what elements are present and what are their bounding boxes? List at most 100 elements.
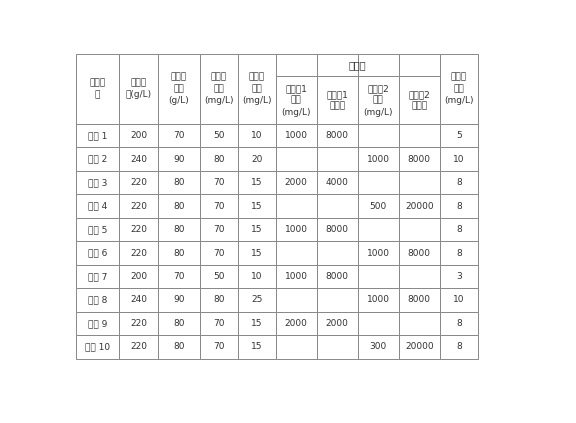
Bar — [200, 54, 238, 124]
Text: 抑制剂1
含量
(mg/L): 抑制剂1 含量 (mg/L) — [281, 84, 311, 116]
Bar — [440, 171, 478, 195]
Text: 溶液 8: 溶液 8 — [88, 295, 107, 305]
Bar — [119, 171, 158, 195]
Text: 80: 80 — [173, 225, 185, 234]
Bar — [119, 335, 158, 359]
Text: 4000: 4000 — [325, 178, 348, 187]
Text: 2000: 2000 — [325, 319, 348, 328]
Bar — [399, 218, 440, 241]
Text: 70: 70 — [213, 342, 225, 352]
Bar — [440, 241, 478, 265]
Text: 80: 80 — [213, 155, 225, 164]
Text: 溶液 5: 溶液 5 — [88, 225, 107, 234]
Bar — [275, 195, 317, 218]
Bar — [399, 288, 440, 312]
Text: 10: 10 — [453, 295, 465, 305]
Bar — [119, 195, 158, 218]
Text: 80: 80 — [173, 319, 185, 328]
Bar — [77, 288, 119, 312]
Text: 抑制剂2
含量
(mg/L): 抑制剂2 含量 (mg/L) — [363, 84, 393, 116]
Bar — [238, 148, 275, 171]
Text: 70: 70 — [213, 225, 225, 234]
Bar — [77, 312, 119, 335]
Bar — [238, 335, 275, 359]
Text: 220: 220 — [130, 178, 147, 187]
Text: 300: 300 — [370, 342, 387, 352]
Bar — [440, 335, 478, 359]
Text: 15: 15 — [251, 202, 262, 211]
Bar — [77, 54, 119, 124]
Text: 溶液 2: 溶液 2 — [88, 155, 107, 164]
Bar — [200, 171, 238, 195]
Text: 80: 80 — [213, 295, 225, 305]
Bar — [358, 171, 399, 195]
Bar — [200, 218, 238, 241]
Bar — [358, 195, 399, 218]
Bar — [440, 288, 478, 312]
Bar — [77, 195, 119, 218]
Bar — [440, 148, 478, 171]
Bar — [77, 218, 119, 241]
Bar — [440, 124, 478, 148]
Bar — [399, 195, 440, 218]
Text: 8000: 8000 — [408, 295, 431, 305]
Bar — [200, 335, 238, 359]
Text: 抑制剂: 抑制剂 — [349, 60, 366, 70]
Bar — [358, 241, 399, 265]
Bar — [358, 124, 399, 148]
Text: 2000: 2000 — [285, 319, 308, 328]
Text: 90: 90 — [173, 155, 185, 164]
Bar — [440, 195, 478, 218]
Bar — [358, 218, 399, 241]
Bar — [275, 288, 317, 312]
Text: 8: 8 — [456, 178, 462, 187]
Text: 8: 8 — [456, 225, 462, 234]
Bar — [440, 265, 478, 288]
Text: 80: 80 — [173, 178, 185, 187]
Text: 70: 70 — [213, 249, 225, 258]
Bar — [200, 312, 238, 335]
Bar — [77, 124, 119, 148]
Bar — [158, 148, 200, 171]
Text: 15: 15 — [251, 178, 262, 187]
Text: 80: 80 — [173, 249, 185, 258]
Text: 15: 15 — [251, 249, 262, 258]
Text: 10: 10 — [453, 155, 465, 164]
Bar — [440, 54, 478, 124]
Text: 2000: 2000 — [285, 178, 308, 187]
Bar — [119, 288, 158, 312]
Text: 1000: 1000 — [285, 131, 308, 140]
Text: 15: 15 — [251, 225, 262, 234]
Bar — [317, 195, 358, 218]
Bar — [158, 124, 200, 148]
Bar — [358, 312, 399, 335]
Text: 90: 90 — [173, 295, 185, 305]
Bar — [119, 312, 158, 335]
Bar — [238, 265, 275, 288]
Text: 10: 10 — [251, 272, 262, 281]
Bar — [399, 335, 440, 359]
Text: 50: 50 — [213, 272, 225, 281]
Text: 8: 8 — [456, 202, 462, 211]
Text: 240: 240 — [130, 155, 147, 164]
Bar — [238, 195, 275, 218]
Text: 8000: 8000 — [325, 131, 348, 140]
Text: 20: 20 — [251, 155, 262, 164]
Text: 溶液 1: 溶液 1 — [88, 131, 107, 140]
Text: 10: 10 — [251, 131, 262, 140]
Bar — [358, 335, 399, 359]
Bar — [200, 241, 238, 265]
Text: 80: 80 — [173, 342, 185, 352]
Bar — [399, 148, 440, 171]
Text: 20000: 20000 — [405, 342, 434, 352]
Bar — [317, 171, 358, 195]
Text: 15: 15 — [251, 319, 262, 328]
Bar — [399, 241, 440, 265]
Text: 8000: 8000 — [408, 249, 431, 258]
Bar — [358, 265, 399, 288]
Bar — [158, 265, 200, 288]
Text: 8000: 8000 — [325, 225, 348, 234]
Text: 1000: 1000 — [285, 225, 308, 234]
Bar — [317, 288, 358, 312]
Bar — [119, 54, 158, 124]
